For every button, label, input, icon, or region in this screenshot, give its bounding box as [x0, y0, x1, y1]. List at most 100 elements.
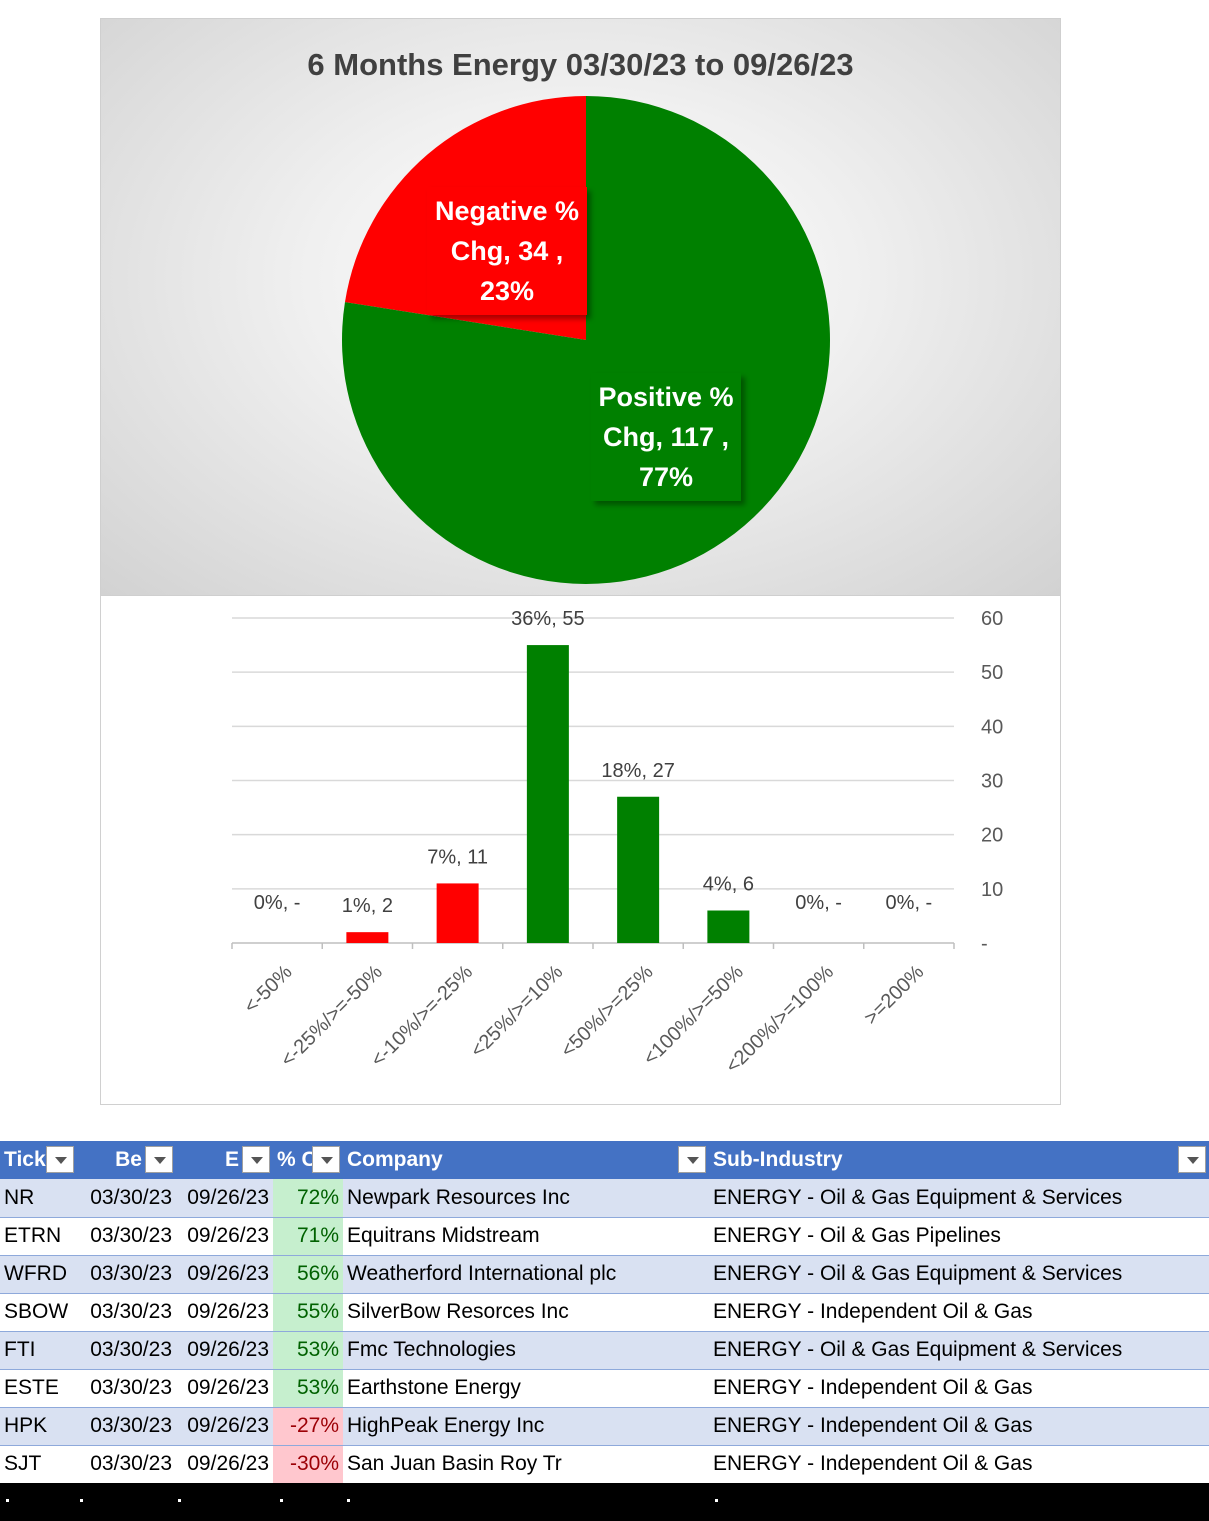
sub-industry-cell[interactable]: ENERGY - Oil & Gas Pipelines: [709, 1217, 1209, 1256]
ticker-cell[interactable]: WFRD: [0, 1255, 77, 1294]
begin-date-cell[interactable]: 03/30/23: [77, 1407, 176, 1446]
sub-industry-cell[interactable]: ENERGY - Oil & Gas Equipment & Services: [709, 1331, 1209, 1370]
pct-change-cell[interactable]: -27%: [273, 1407, 343, 1446]
pie-label-line: Positive %: [598, 382, 734, 412]
filter-dropdown-button[interactable]: [1178, 1146, 1206, 1173]
ticker-cell[interactable]: ETRN: [0, 1217, 77, 1256]
sub-industry-cell[interactable]: ENERGY - Oil & Gas Equipment & Services: [709, 1255, 1209, 1294]
table-row[interactable]: ESTE 03/30/23 09/26/23 53% Earthstone Energy…: [0, 1369, 1209, 1408]
company-cell[interactable]: Equitrans Midstream: [343, 1217, 709, 1256]
pie-label-line: Negative %: [434, 196, 580, 226]
company-cell[interactable]: Fmc Technologies: [343, 1331, 709, 1370]
pct-change-cell[interactable]: -30%: [273, 1445, 343, 1484]
y-tick-label: 10: [981, 879, 1003, 901]
ticker-cell[interactable]: FTI: [0, 1331, 77, 1370]
end-date-cell[interactable]: 09/26/23: [176, 1445, 273, 1484]
y-tick-label: -: [981, 933, 988, 955]
sub-industry-cell[interactable]: ENERGY - Independent Oil & Gas: [709, 1293, 1209, 1332]
begin-date-cell[interactable]: 03/30/23: [77, 1369, 176, 1408]
data-label: 0%, -: [254, 892, 301, 914]
end-date-cell[interactable]: 09/26/23: [176, 1255, 273, 1294]
x-tick-label: <25%/>=10%: [467, 961, 568, 1062]
pie-label-negative: Negative % Chg, 34 , 23%: [427, 187, 587, 315]
header-end: E: [176, 1141, 273, 1179]
ticker-cell[interactable]: SJT: [0, 1445, 77, 1484]
y-tick-label: 20: [981, 825, 1003, 847]
begin-date-cell[interactable]: 03/30/23: [77, 1293, 176, 1332]
x-tick-label: <-50%: [240, 961, 297, 1018]
pie-label-line: 77%: [638, 462, 694, 492]
table-row[interactable]: ETRN 03/30/23 09/26/23 71% Equitrans Midstre…: [0, 1217, 1209, 1256]
filter-dropdown-button[interactable]: [678, 1146, 706, 1173]
dot-marker: [280, 1499, 283, 1502]
bar: [436, 883, 479, 943]
end-date-cell[interactable]: 09/26/23: [176, 1407, 273, 1446]
begin-date-cell[interactable]: 03/30/23: [77, 1179, 176, 1218]
pie-chart-panel: 6 Months Energy 03/30/23 to 09/26/23 Neg…: [100, 18, 1061, 596]
pie-chart-title: 6 Months Energy 03/30/23 to 09/26/23: [307, 47, 854, 82]
pct-change-cell[interactable]: 72%: [273, 1179, 343, 1218]
ticker-cell[interactable]: HPK: [0, 1407, 77, 1446]
y-tick-label: 50: [981, 662, 1003, 684]
bar: [707, 910, 750, 943]
begin-date-cell[interactable]: 03/30/23: [77, 1217, 176, 1256]
company-cell[interactable]: Weatherford International plc: [343, 1255, 709, 1294]
pct-change-cell[interactable]: 71%: [273, 1217, 343, 1256]
filter-dropdown-button[interactable]: [46, 1146, 74, 1173]
begin-date-cell[interactable]: 03/30/23: [77, 1255, 176, 1294]
header-label: E: [224, 1148, 239, 1171]
table-row[interactable]: WFRD 03/30/23 09/26/23 56% Weatherford Inter…: [0, 1255, 1209, 1294]
ticker-cell[interactable]: SBOW: [0, 1293, 77, 1332]
ticker-cell[interactable]: ESTE: [0, 1369, 77, 1408]
pct-change-cell[interactable]: 55%: [273, 1293, 343, 1332]
company-cell[interactable]: Newpark Resources Inc: [343, 1179, 709, 1218]
end-date-cell[interactable]: 09/26/23: [176, 1179, 273, 1218]
company-cell[interactable]: SilverBow Resorces Inc: [343, 1293, 709, 1332]
data-label: 0%, -: [886, 892, 933, 914]
x-tick-label: >=200%: [860, 961, 928, 1029]
data-label: 4%, 6: [703, 874, 754, 896]
data-label: 1%, 2: [342, 895, 393, 917]
end-date-cell[interactable]: 09/26/23: [176, 1331, 273, 1370]
table-row[interactable]: SJT 03/30/23 09/26/23 -30% San Juan Basin Ro…: [0, 1445, 1209, 1484]
table-row[interactable]: NR 03/30/23 09/26/23 72% Newpark Resources I…: [0, 1179, 1209, 1218]
sub-industry-cell[interactable]: ENERGY - Independent Oil & Gas: [709, 1407, 1209, 1446]
company-cell[interactable]: San Juan Basin Roy Tr: [343, 1445, 709, 1484]
sub-industry-cell[interactable]: ENERGY - Oil & Gas Equipment & Services: [709, 1179, 1209, 1218]
x-tick-label: <50%/>=25%: [557, 961, 658, 1062]
filter-dropdown-button[interactable]: [145, 1146, 173, 1173]
table-row[interactable]: FTI 03/30/23 09/26/23 53% Fmc Technologies EN…: [0, 1331, 1209, 1370]
filter-dropdown-button[interactable]: [312, 1146, 340, 1173]
header-label: Company: [347, 1148, 443, 1171]
pie-label-line: Chg, 34 ,: [450, 236, 564, 266]
header-label: Tick: [4, 1148, 46, 1171]
y-tick-label: 60: [981, 608, 1003, 630]
sub-industry-cell[interactable]: ENERGY - Independent Oil & Gas: [709, 1369, 1209, 1408]
pct-change-cell[interactable]: 56%: [273, 1255, 343, 1294]
header-label: % C: [277, 1148, 317, 1171]
dot-marker: [347, 1499, 350, 1502]
filter-dropdown-button[interactable]: [242, 1146, 270, 1173]
table-row[interactable]: HPK 03/30/23 09/26/23 -27% HighPeak Energy I…: [0, 1407, 1209, 1446]
table-total-row: [0, 1483, 1209, 1521]
data-label: 0%, -: [795, 892, 842, 914]
data-label: 36%, 55: [511, 608, 584, 630]
dot-marker: [178, 1499, 181, 1502]
pie-label-line: Chg, 117 ,: [602, 422, 730, 452]
begin-date-cell[interactable]: 03/30/23: [77, 1445, 176, 1484]
company-cell[interactable]: Earthstone Energy: [343, 1369, 709, 1408]
end-date-cell[interactable]: 09/26/23: [176, 1369, 273, 1408]
data-label: 7%, 11: [427, 846, 488, 868]
dot-marker: [715, 1499, 718, 1502]
sub-industry-cell[interactable]: ENERGY - Independent Oil & Gas: [709, 1445, 1209, 1484]
pct-change-cell[interactable]: 53%: [273, 1331, 343, 1370]
end-date-cell[interactable]: 09/26/23: [176, 1217, 273, 1256]
end-date-cell[interactable]: 09/26/23: [176, 1293, 273, 1332]
ticker-cell[interactable]: NR: [0, 1179, 77, 1218]
company-cell[interactable]: HighPeak Energy Inc: [343, 1407, 709, 1446]
bar-chart-panel: -10 20 30 40 50 60 0%, - <-50% 1%, 2 <-25%/>=-50%…: [100, 596, 1061, 1105]
pct-change-cell[interactable]: 53%: [273, 1369, 343, 1408]
table-row[interactable]: SBOW 03/30/23 09/26/23 55% SilverBow Resorce…: [0, 1293, 1209, 1332]
begin-date-cell[interactable]: 03/30/23: [77, 1331, 176, 1370]
pie-label-line: 23%: [479, 276, 535, 306]
